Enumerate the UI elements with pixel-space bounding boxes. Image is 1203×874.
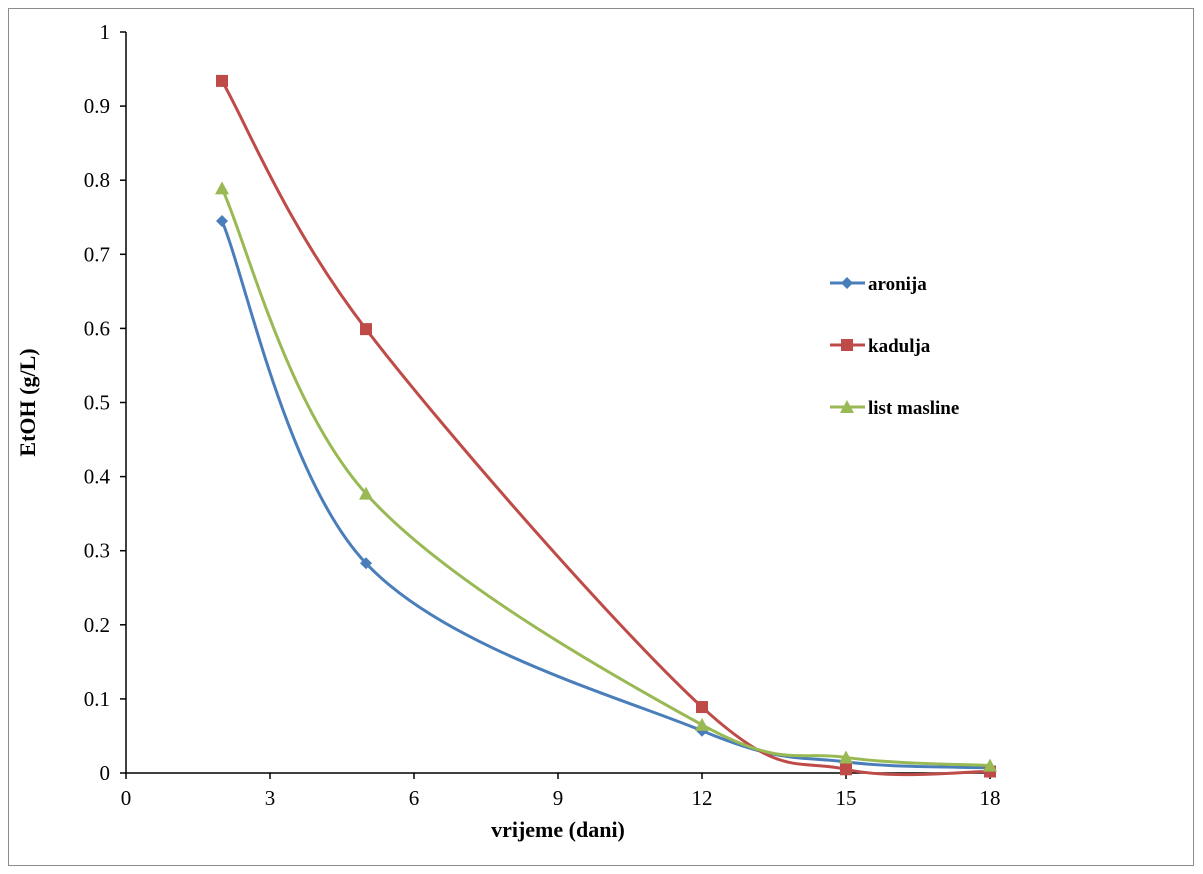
data-point-kadulja xyxy=(216,74,228,87)
data-point-kadulja xyxy=(360,323,372,336)
y-tick-label: 0.5 xyxy=(84,391,110,415)
y-tick-label: 0.8 xyxy=(84,168,110,192)
data-point-list-masline xyxy=(695,717,709,731)
axes: 0 0.1 0.2 0.3 0.4 0.5 0.6 0.7 0.8 0.9 1 0 3 6 9 12 15 18 xyxy=(84,20,1001,810)
x-tick-label: 6 xyxy=(409,786,420,810)
data-point-list-masline xyxy=(839,750,853,764)
data-point-list-masline xyxy=(983,758,997,772)
data-point-kadulja xyxy=(696,701,708,714)
y-ticks: 0 0.1 0.2 0.3 0.4 0.5 0.6 0.7 0.8 0.9 1 xyxy=(84,20,126,785)
data-point-list-masline xyxy=(359,486,373,500)
legend-marker xyxy=(841,277,853,289)
y-tick-label: 0.6 xyxy=(84,316,110,340)
legend-entry-list-masline: list masline xyxy=(830,398,959,419)
y-tick-label: 0.3 xyxy=(84,539,110,563)
y-tick-label: 0.2 xyxy=(84,613,110,637)
y-tick-label: 0.4 xyxy=(84,465,111,489)
x-tick-label: 9 xyxy=(553,786,564,810)
legend: aronija kadulja list masline xyxy=(830,274,959,419)
x-tick-label: 15 xyxy=(836,786,857,810)
legend-marker xyxy=(841,339,853,351)
series-line-list-masline xyxy=(220,187,991,768)
y-tick-label: 1 xyxy=(100,20,111,44)
x-axis-label: vrijeme (dani) xyxy=(491,817,625,842)
series-line-aronija xyxy=(220,220,991,770)
legend-entry-kadulja: kadulja xyxy=(830,336,931,357)
x-tick-label: 3 xyxy=(265,786,276,810)
chart-frame xyxy=(8,8,1194,866)
x-tick-label: 18 xyxy=(980,786,1001,810)
legend-marker xyxy=(840,400,854,413)
legend-label: list masline xyxy=(868,398,959,419)
legend-label: aronija xyxy=(868,274,927,295)
y-tick-label: 0.9 xyxy=(84,94,110,118)
data-point-kadulja xyxy=(840,763,852,776)
x-tick-label: 12 xyxy=(692,786,713,810)
x-ticks: 0 3 6 9 12 15 18 xyxy=(121,773,1001,810)
y-tick-label: 0 xyxy=(100,761,111,785)
legend-entry-aronija: aronija xyxy=(830,274,927,295)
legend-label: kadulja xyxy=(868,336,931,357)
data-point-aronija xyxy=(360,557,372,570)
series-aronija xyxy=(216,214,996,774)
series-list-masline xyxy=(215,181,997,772)
y-tick-label: 0.7 xyxy=(84,242,110,266)
series-layer xyxy=(215,74,997,778)
data-point-list-masline xyxy=(215,181,229,195)
series-line-kadulja xyxy=(220,80,991,777)
y-tick-label: 0.1 xyxy=(84,687,110,711)
y-axis-label: EtOH (g/L) xyxy=(15,348,40,456)
x-tick-label: 0 xyxy=(121,786,132,810)
data-point-aronija xyxy=(216,214,228,227)
